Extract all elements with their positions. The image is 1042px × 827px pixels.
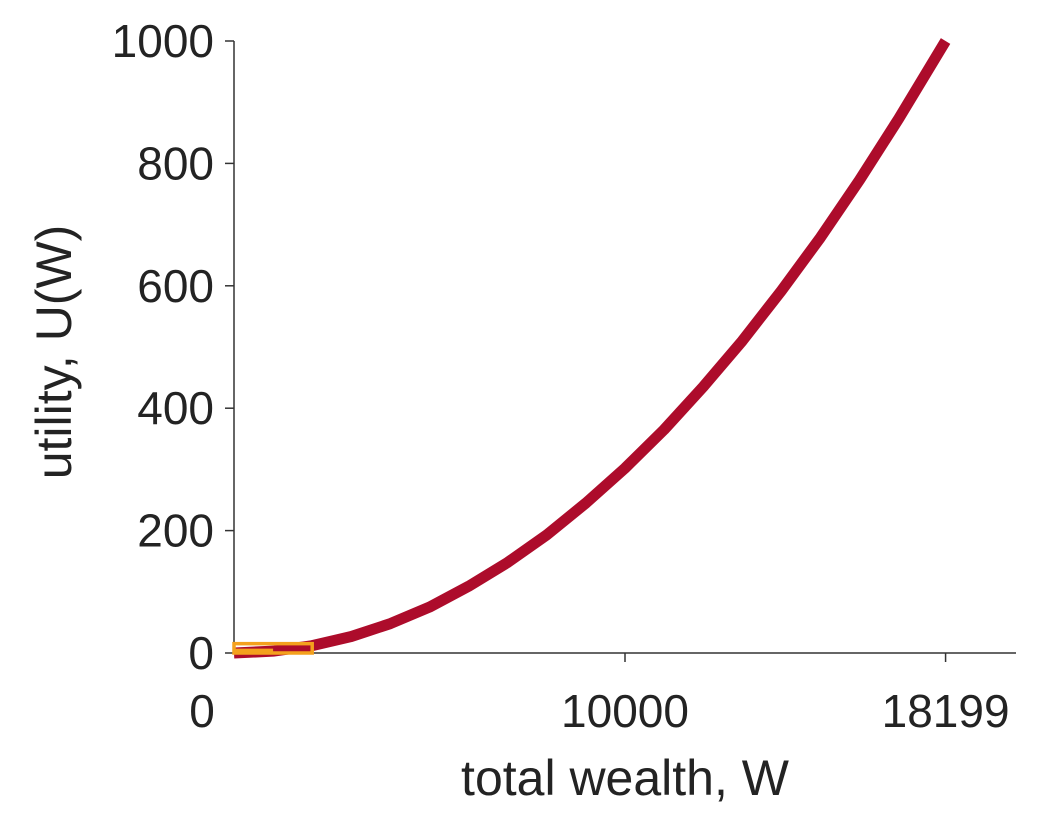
series bbox=[233, 38, 951, 659]
utility-curve bbox=[233, 38, 951, 659]
y-tick-label: 200 bbox=[137, 505, 214, 557]
y-tick-label: 0 bbox=[188, 627, 214, 679]
y-tick-label: 1000 bbox=[112, 15, 214, 67]
y-ticks: 0 200 400 600 800 1000 bbox=[112, 15, 234, 679]
x-tick-label: 0 bbox=[189, 685, 215, 737]
annotation bbox=[232, 641, 314, 655]
x-ticks: 0 10000 18199 bbox=[189, 653, 1010, 737]
x-tick-label: 18199 bbox=[882, 685, 1010, 737]
y-tick-label: 600 bbox=[137, 260, 214, 312]
axes bbox=[233, 41, 1016, 654]
zoom-region-box bbox=[232, 641, 314, 655]
x-axis-label: total wealth, W bbox=[461, 750, 790, 806]
y-tick-label: 400 bbox=[137, 382, 214, 434]
y-tick-label: 800 bbox=[137, 137, 214, 189]
x-tick-label: 10000 bbox=[561, 685, 689, 737]
y-axis-label: utility, U(W) bbox=[26, 225, 82, 480]
